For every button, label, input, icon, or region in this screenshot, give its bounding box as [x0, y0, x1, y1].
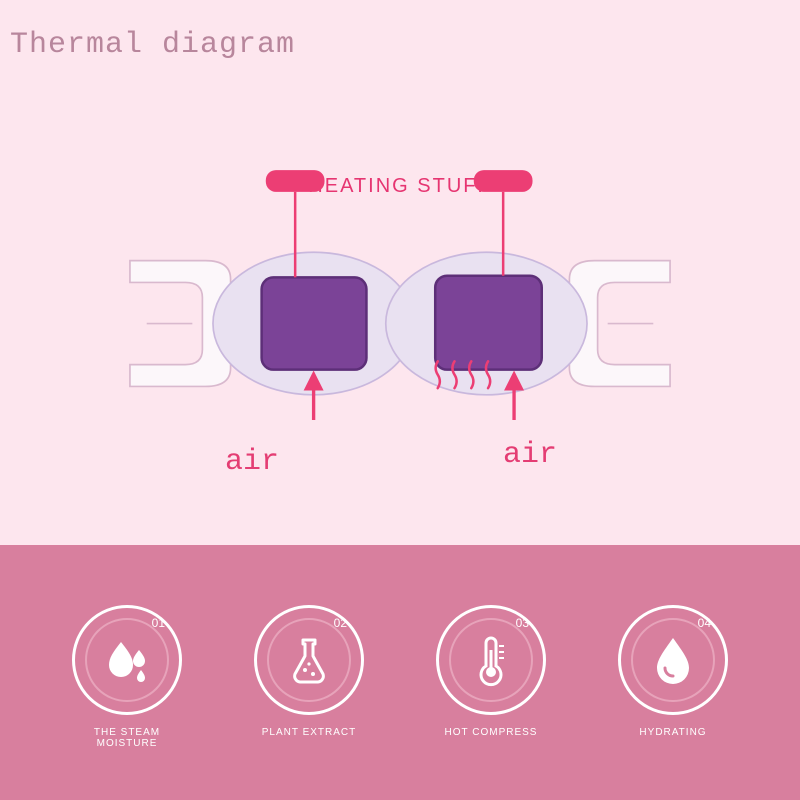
mask-svg	[0, 160, 800, 420]
badge-ring: 02	[254, 605, 364, 715]
mask-diagram: HEATING STUFF air air	[0, 160, 800, 540]
feature-badge: 04 HYDRATING	[613, 605, 733, 749]
flask-icon	[281, 632, 337, 688]
badge-inner	[449, 618, 533, 702]
drops-icon	[99, 632, 155, 688]
badge-label: THE STEAM MOISTURE	[67, 727, 187, 749]
badge-label: HOT COMPRESS	[445, 727, 538, 738]
badge-label: PLANT EXTRACT	[262, 727, 357, 738]
badge-inner	[631, 618, 715, 702]
air-label-right: air	[503, 438, 557, 472]
badge-number: 01	[152, 616, 165, 630]
feature-badge: 01 THE STEAM MOISTURE	[67, 605, 187, 749]
features-section: 01 THE STEAM MOISTURE 02 PLANT EXTRACT 03 HOT…	[0, 545, 800, 800]
badge-number: 02	[334, 616, 347, 630]
badge-number: 03	[516, 616, 529, 630]
air-label-left: air	[225, 445, 279, 479]
page: Thermal diagram HEATING STUFF air air 01…	[0, 0, 800, 800]
badge-ring: 04	[618, 605, 728, 715]
badge-row: 01 THE STEAM MOISTURE 02 PLANT EXTRACT 03 HOT…	[0, 605, 800, 749]
feature-badge: 03 HOT COMPRESS	[431, 605, 551, 749]
badge-number: 04	[698, 616, 711, 630]
badge-inner	[267, 618, 351, 702]
badge-inner	[85, 618, 169, 702]
drop-icon	[645, 632, 701, 688]
page-title: Thermal diagram	[10, 28, 295, 62]
badge-label: HYDRATING	[639, 727, 706, 738]
diagram-section: Thermal diagram HEATING STUFF air air	[0, 0, 800, 545]
badge-ring: 03	[436, 605, 546, 715]
thermometer-icon	[463, 632, 519, 688]
feature-badge: 02 PLANT EXTRACT	[249, 605, 369, 749]
badge-ring: 01	[72, 605, 182, 715]
